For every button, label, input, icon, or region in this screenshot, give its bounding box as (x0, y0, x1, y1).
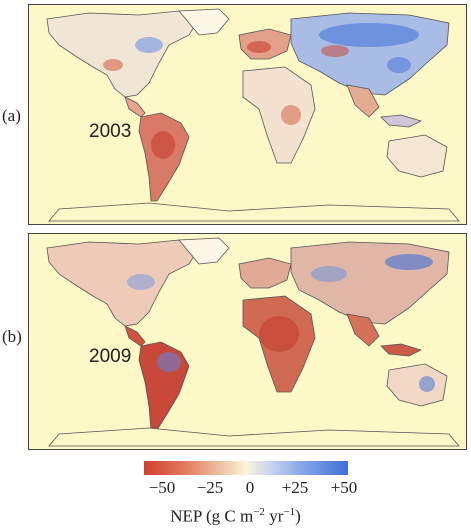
central-america (124, 325, 146, 347)
colorbar-title: NEP (g C m−2 yr−1) (170, 506, 301, 526)
colorbar-tick: 0 (245, 478, 255, 497)
north-america (46, 239, 200, 327)
colorbar-tick: +50 (330, 478, 358, 497)
australia (386, 363, 448, 407)
africa (242, 66, 316, 164)
indonesia (380, 114, 423, 128)
map-panel-2003: 2003 (28, 4, 467, 225)
south-asia (346, 84, 380, 118)
greenland (178, 237, 230, 265)
colorbar-tick: −50 (148, 478, 176, 497)
colorbar-tick: −25 (196, 478, 224, 497)
south-asia (346, 313, 380, 347)
colorbar-tick: +25 (281, 478, 309, 497)
nep-patches-2009 (127, 254, 435, 392)
asia (290, 241, 450, 325)
nep-patches-2003 (103, 23, 419, 159)
europe (238, 257, 292, 289)
panel-a-label: (a) (2, 106, 21, 125)
australia (386, 134, 448, 178)
world-map-2009 (46, 237, 460, 447)
nep-colorbar (144, 461, 348, 475)
greenland (178, 8, 230, 36)
map-panel-2009: 2009 (28, 233, 467, 450)
world-map-2003 (46, 8, 460, 222)
indonesia (380, 343, 423, 357)
antarctica (48, 427, 460, 447)
antarctica (48, 202, 460, 222)
year-label-2009: 2009 (89, 346, 132, 367)
central-america (124, 96, 146, 118)
panel-b-label: (b) (2, 327, 22, 346)
year-label-2003: 2003 (89, 121, 132, 142)
north-america (46, 10, 200, 98)
